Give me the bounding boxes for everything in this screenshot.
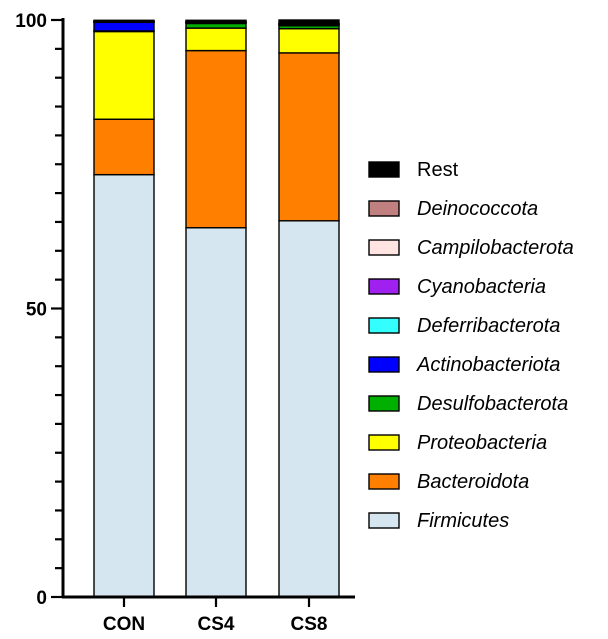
legend-label: Desulfobacterota — [417, 393, 568, 415]
legend-item-campilobacterota: Campilobacterota — [369, 237, 574, 259]
bar-segment-con-actinobacteriota — [94, 22, 154, 31]
legend-swatch — [369, 318, 399, 333]
bar-segment-cs4-rest — [186, 20, 246, 21]
y-tick-label: 0 — [36, 588, 47, 609]
legend-label: Rest — [417, 159, 459, 181]
legend-swatch — [369, 474, 399, 489]
legend-swatch — [369, 162, 399, 177]
legend-item-desulfobacterota: Desulfobacterota — [369, 393, 568, 415]
y-tick-label: 50 — [26, 300, 47, 321]
legend: Rest Deinococcota Campilobacterota Cyanobac… — [369, 159, 574, 532]
x-category-label: CON — [103, 614, 145, 634]
bar-segment-cs4-firmicutes — [186, 228, 246, 597]
bar-group-cs4 — [186, 20, 246, 597]
bar-group-cs8 — [279, 20, 339, 597]
bar-segment-con-bacteroidota — [94, 119, 154, 174]
legend-label: Campilobacterota — [417, 237, 574, 259]
legend-label: Bacteroidota — [417, 471, 529, 493]
x-category-label: CS4 — [198, 614, 235, 634]
bar-segment-cs8-bacteroidota — [279, 53, 339, 221]
bar-group-con — [94, 20, 154, 597]
legend-label: Actinobacteriota — [416, 354, 560, 376]
legend-swatch — [369, 201, 399, 216]
legend-swatch — [369, 279, 399, 294]
bar-segment-cs4-bacteroidota — [186, 51, 246, 228]
legend-item-deferribacterota: Deferribacterota — [369, 315, 560, 337]
x-category-label: CS8 — [291, 614, 328, 634]
bar-segment-con-proteobacteria — [94, 32, 154, 120]
legend-label: Proteobacteria — [417, 432, 547, 454]
bar-segment-cs4-proteobacteria — [186, 28, 246, 51]
legend-item-deinococcota: Deinococcota — [369, 198, 538, 220]
legend-item-cyanobacteria: Cyanobacteria — [369, 276, 546, 298]
bar-segment-con-firmicutes — [94, 175, 154, 597]
bar-segment-cs8-firmicutes — [279, 221, 339, 597]
legend-item-proteobacteria: Proteobacteria — [369, 432, 547, 454]
legend-item-actinobacteriota: Actinobacteriota — [369, 354, 560, 376]
legend-item-firmicutes: Firmicutes — [369, 510, 509, 532]
legend-label: Deinococcota — [417, 198, 538, 220]
legend-label: Deferribacterota — [417, 315, 560, 337]
legend-item-bacteroidota: Bacteroidota — [369, 471, 529, 493]
legend-label: Firmicutes — [417, 510, 509, 532]
legend-swatch — [369, 513, 399, 528]
legend-swatch — [369, 435, 399, 450]
bars-layer — [94, 20, 339, 597]
legend-swatch — [369, 240, 399, 255]
bar-segment-cs8-proteobacteria — [279, 29, 339, 53]
legend-swatch — [369, 396, 399, 411]
y-tick-label: 100 — [15, 11, 47, 32]
legend-item-rest: Rest — [369, 159, 459, 181]
bar-segment-cs8-rest — [279, 20, 339, 23]
bar-segment-con-rest — [94, 20, 154, 21]
legend-label: Cyanobacteria — [417, 276, 546, 298]
legend-swatch — [369, 357, 399, 372]
